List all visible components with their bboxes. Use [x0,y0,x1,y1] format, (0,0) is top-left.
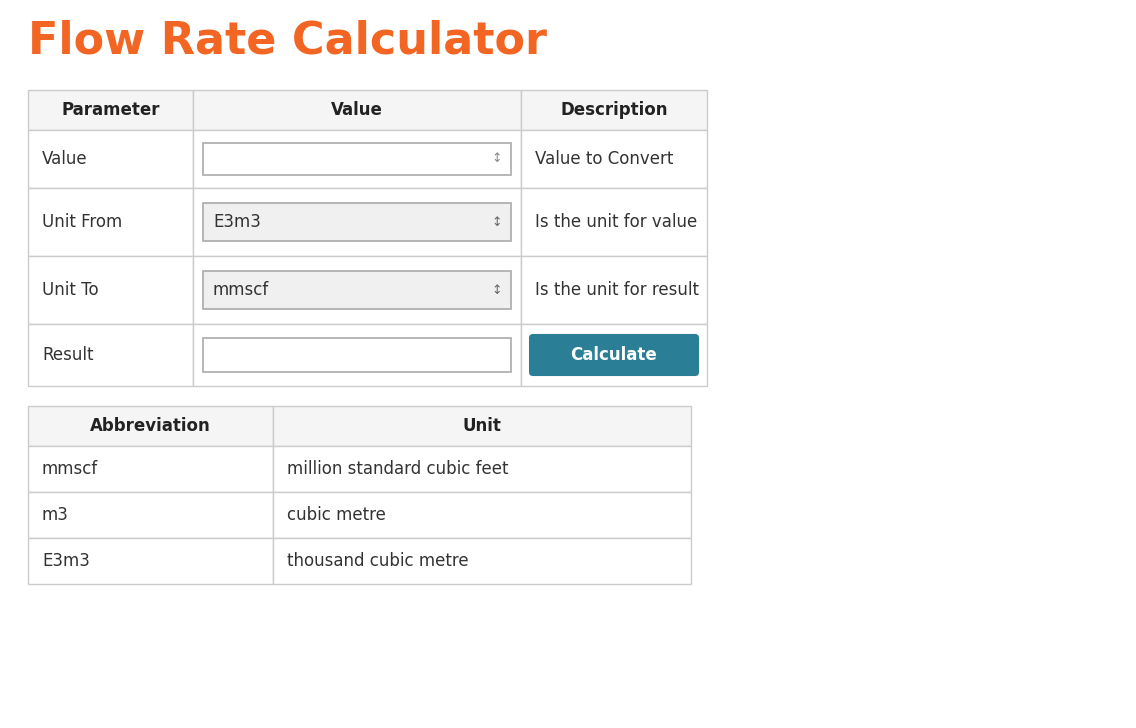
Bar [521,324,707,386]
Bar [28,492,273,538]
Text: Is the unit for value: Is the unit for value [535,213,698,231]
Text: Dynamic viscosity: Dynamic viscosity [765,360,916,378]
Bar [203,143,511,175]
Text: ↕: ↕ [492,215,502,229]
Text: Inductance: Inductance [765,630,857,647]
Bar [203,272,511,309]
Bar [28,188,193,256]
Bar [28,538,273,584]
Bar [28,90,193,130]
FancyBboxPatch shape [529,334,699,376]
Text: Unit Converters: Unit Converters [765,55,1049,89]
Text: Electric conductance: Electric conductance [765,585,938,603]
Text: Energy: Energy [765,472,824,490]
Text: cubic metre: cubic metre [287,506,386,524]
Text: Electric resistance: Electric resistance [765,652,917,670]
Text: Unit To: Unit To [42,281,99,299]
Text: Volume flow rate: Volume flow rate [765,337,905,355]
Text: Parameter: Parameter [61,101,160,119]
Text: Unit: Unit [462,417,501,435]
Text: Area: Area [765,224,803,242]
Bar [193,256,521,324]
Text: Time: Time [765,202,805,220]
Bar [273,538,691,584]
Text: Capacitance: Capacitance [765,607,868,625]
Text: Compressibility: Compressibility [765,314,893,333]
Text: Power: Power [765,449,816,467]
Text: Calculate: Calculate [570,346,658,364]
Bar [203,203,511,241]
Bar [273,406,691,446]
Text: Force: Force [765,494,810,513]
Text: ↕: ↕ [492,152,502,165]
Bar [521,90,707,130]
Text: m3: m3 [42,506,69,524]
Text: thousand cubic metre: thousand cubic metre [287,552,469,570]
Text: Length: Length [765,112,822,130]
Text: Amount of substance: Amount of substance [765,517,942,535]
Text: Value: Value [42,150,87,168]
Text: Temperature interval: Temperature interval [765,157,939,175]
Bar [28,324,193,386]
Text: Flow Rate Calculator: Flow Rate Calculator [28,20,548,63]
Text: Mass: Mass [765,180,807,197]
Text: Volume: Volume [765,247,827,265]
Bar [193,90,521,130]
Text: Volume ratios: Volume ratios [765,405,879,422]
Bar [28,130,193,188]
Text: Unit From: Unit From [42,213,123,231]
Text: E3m3: E3m3 [42,552,90,570]
Text: Is the unit for result: Is the unit for result [535,281,699,299]
Bar [521,256,707,324]
Text: Abbreviation: Abbreviation [90,417,211,435]
Bar [521,188,707,256]
Bar [203,338,511,372]
Bar [28,256,193,324]
Text: Kinematic viscosity: Kinematic viscosity [765,382,926,400]
Text: E3m3: E3m3 [212,213,261,231]
Text: ↕: ↕ [492,283,502,296]
Bar [521,130,707,188]
Bar [273,492,691,538]
Bar [193,324,521,386]
Bar [193,188,521,256]
Bar [193,130,521,188]
Text: Density: Density [765,292,828,310]
Text: Velocity: Velocity [765,427,830,445]
Text: Description: Description [560,101,668,119]
Text: mmscf: mmscf [42,460,98,478]
Bar [273,446,691,492]
Bar [28,446,273,492]
Text: Pressure: Pressure [765,269,836,288]
Text: Value: Value [331,101,383,119]
Text: Electric current: Electric current [765,562,892,580]
Bar [28,406,273,446]
Text: Result: Result [42,346,93,364]
Text: Temperature: Temperature [765,135,870,152]
Text: Value to Convert: Value to Convert [535,150,674,168]
Text: million standard cubic feet: million standard cubic feet [287,460,509,478]
Text: mmscf: mmscf [212,281,269,299]
Text: Molecular weight: Molecular weight [765,539,907,558]
